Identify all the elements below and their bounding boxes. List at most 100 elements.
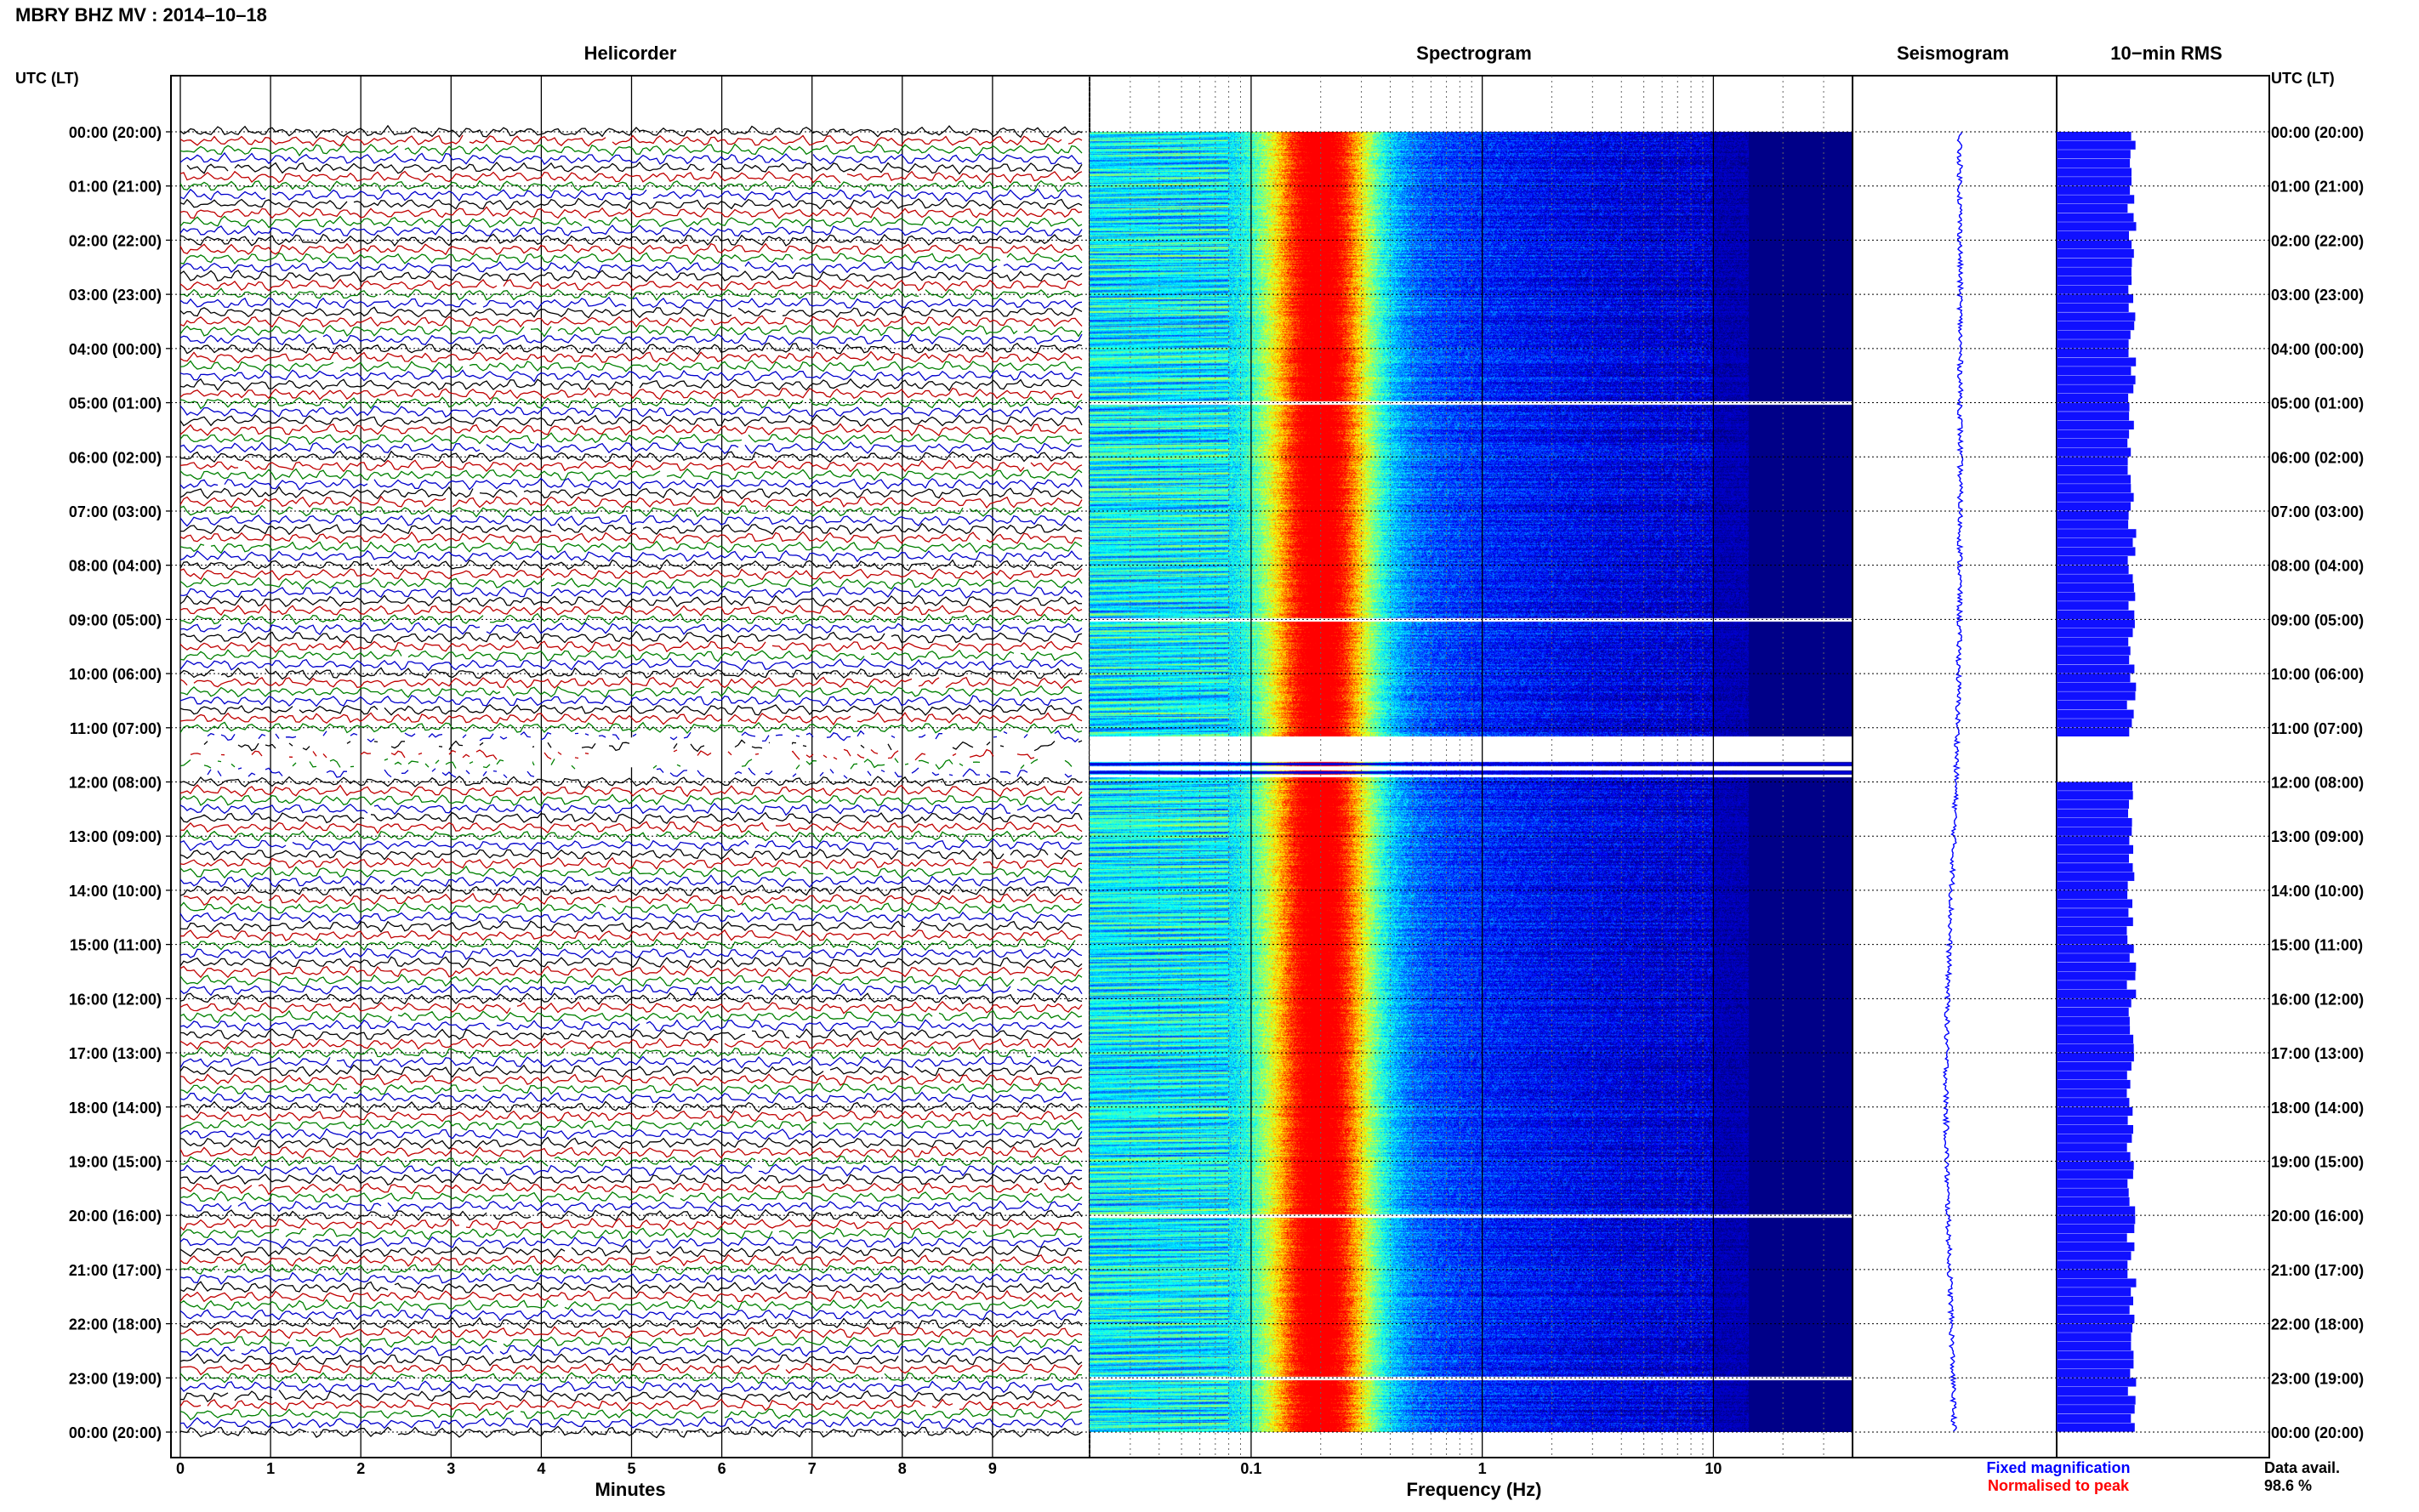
rms-bar — [2057, 1053, 2134, 1062]
rms-bar — [2057, 1071, 2127, 1080]
gap-block — [629, 737, 652, 768]
helicorder-line — [179, 1334, 1083, 1349]
helicorder-line — [179, 667, 1083, 681]
rms-bar — [2057, 691, 2136, 701]
rms-bar — [2057, 1116, 2128, 1125]
rms-bar — [2057, 619, 2135, 628]
rms-bar — [2057, 727, 2130, 737]
rms-bar — [2057, 511, 2129, 520]
helicorder-line — [179, 1200, 1083, 1214]
helicorder-line — [179, 793, 1083, 806]
rms-bar — [2057, 1034, 2134, 1044]
helicorder-line — [179, 649, 1083, 662]
rms-bar — [2057, 1350, 2134, 1360]
helicorder-line — [179, 657, 1083, 672]
rms-bar — [2057, 556, 2128, 566]
rms-bar — [2057, 185, 2131, 195]
helicorder-line — [180, 522, 1083, 537]
rms-bar — [2057, 791, 2133, 800]
rms-bar — [2057, 1089, 2127, 1098]
time-axis-labels: 00:00 (20:00) 00:00 (20:00) 01:00 (21:00) 0… — [69, 124, 2364, 1441]
data-availability-label: Data avail. — [2264, 1459, 2340, 1476]
helicorder-line — [179, 685, 1083, 698]
data-availability-value: 98.6 % — [2264, 1477, 2312, 1494]
time-tick-left: 07:00 (03:00) — [69, 503, 162, 520]
rms-bar — [2057, 294, 2133, 304]
helicorder-line — [179, 124, 1083, 139]
minute-tick-label: 8 — [898, 1460, 907, 1477]
helicorder-line — [179, 369, 1083, 383]
rms-bar — [2057, 610, 2135, 620]
helicorder-line — [179, 333, 1083, 346]
rms-bar — [2057, 348, 2129, 358]
rms-bar — [2057, 935, 2128, 945]
time-tick-left: 03:00 (23:00) — [69, 287, 162, 304]
rms-bar — [2057, 1405, 2135, 1414]
rms-bar — [2057, 375, 2136, 384]
helicorder-line — [179, 1236, 1083, 1249]
helicorder-line — [179, 874, 1083, 889]
rms-bar — [2057, 222, 2137, 231]
helicorder-line — [179, 233, 1083, 247]
time-tick-left: 15:00 (11:00) — [70, 937, 162, 954]
rms-bar — [2057, 402, 2130, 412]
rms-bar — [2057, 1026, 2131, 1035]
time-tick-right: 17:00 (13:00) — [2271, 1045, 2364, 1062]
rms-bar — [2057, 1143, 2127, 1152]
helicorder-line — [179, 1191, 1083, 1204]
helicorder-line — [179, 612, 1083, 626]
helicorder-line — [179, 1118, 1083, 1132]
helicorder-line — [179, 1271, 1083, 1286]
minute-tick-label: 6 — [718, 1460, 726, 1477]
time-tick-left: 06:00 (02:00) — [69, 449, 162, 466]
helicorder-line — [179, 847, 1083, 861]
rms-bar — [2057, 484, 2132, 493]
helicorder-line — [179, 459, 1083, 473]
rms-bar — [2057, 1360, 2134, 1369]
time-tick-right: 16:00 (12:00) — [2271, 991, 2364, 1008]
helicorder-line — [179, 1308, 1083, 1322]
rms-bar — [2057, 854, 2129, 863]
helicorder-line — [179, 387, 1083, 401]
time-tick-left: 21:00 (17:00) — [69, 1262, 162, 1279]
helicorder-line — [179, 151, 1083, 166]
rms-bar — [2057, 592, 2136, 601]
time-tick-left: 13:00 (09:00) — [69, 828, 162, 845]
time-tick-left: 01:00 (21:00) — [69, 179, 162, 196]
rms-bar — [2057, 637, 2129, 646]
helicorder-line — [179, 242, 1083, 256]
time-tick-right: 07:00 (03:00) — [2271, 503, 2364, 520]
helicorder-line — [186, 161, 1083, 175]
time-tick-left: 17:00 (13:00) — [69, 1045, 162, 1062]
helicorder-line — [179, 486, 1083, 500]
rms-bar — [2057, 321, 2135, 331]
time-tick-right: 22:00 (18:00) — [2271, 1316, 2364, 1333]
spectrogram-frequency-grid — [1089, 76, 1853, 1458]
time-tick-left: 09:00 (05:00) — [69, 611, 162, 628]
rms-bar — [2057, 1242, 2135, 1252]
rms-bar — [2057, 1378, 2137, 1387]
helicorder-line — [179, 693, 1083, 708]
helicorder-line — [179, 531, 1083, 545]
rms-bar — [2057, 195, 2135, 204]
rms-bar — [2057, 1423, 2135, 1432]
helicorder-line — [179, 1425, 1083, 1439]
time-tick-right: 01:00 (21:00) — [2271, 179, 2364, 196]
rms-bar — [2057, 420, 2134, 430]
rms-bar — [2057, 447, 2132, 457]
helicorder-line — [179, 1407, 1083, 1421]
rms-bar — [2057, 393, 2129, 403]
time-tick-left: 19:00 (15:00) — [69, 1153, 162, 1170]
helicorder-line — [179, 1217, 1083, 1231]
time-tick-right: 19:00 (15:00) — [2271, 1153, 2364, 1170]
rms-bar — [2057, 1061, 2132, 1071]
rms-bar — [2057, 1151, 2131, 1162]
helicorder-line — [179, 1091, 1083, 1104]
minute-tick-label: 1 — [266, 1460, 275, 1477]
rms-bar — [2057, 465, 2128, 475]
time-tick-right: 09:00 (05:00) — [2271, 611, 2364, 628]
rms-bar — [2057, 1170, 2133, 1179]
time-tick-right: 06:00 (02:00) — [2271, 449, 2364, 466]
time-tick-right: 00:00 (20:00) — [2271, 1424, 2364, 1441]
helicorder-line — [179, 1163, 1083, 1177]
